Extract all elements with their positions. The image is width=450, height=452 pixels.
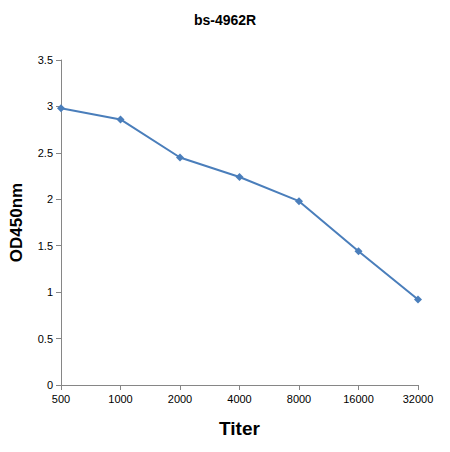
svg-text:8000: 8000 bbox=[287, 393, 311, 405]
svg-text:32000: 32000 bbox=[403, 393, 434, 405]
svg-text:4000: 4000 bbox=[227, 393, 251, 405]
svg-text:3.5: 3.5 bbox=[38, 54, 53, 66]
svg-text:0: 0 bbox=[47, 379, 53, 391]
svg-text:Titer: Titer bbox=[219, 418, 260, 439]
svg-text:2: 2 bbox=[47, 193, 53, 205]
svg-text:3: 3 bbox=[47, 100, 53, 112]
svg-text:2.5: 2.5 bbox=[38, 147, 53, 159]
svg-text:OD450nm: OD450nm bbox=[7, 183, 26, 262]
svg-text:bs-4962R: bs-4962R bbox=[194, 12, 256, 28]
svg-text:1000: 1000 bbox=[108, 393, 132, 405]
svg-text:16000: 16000 bbox=[343, 393, 374, 405]
svg-text:500: 500 bbox=[52, 393, 70, 405]
svg-text:0.5: 0.5 bbox=[38, 333, 53, 345]
svg-text:1.5: 1.5 bbox=[38, 240, 53, 252]
svg-text:2000: 2000 bbox=[168, 393, 192, 405]
svg-text:1: 1 bbox=[47, 286, 53, 298]
